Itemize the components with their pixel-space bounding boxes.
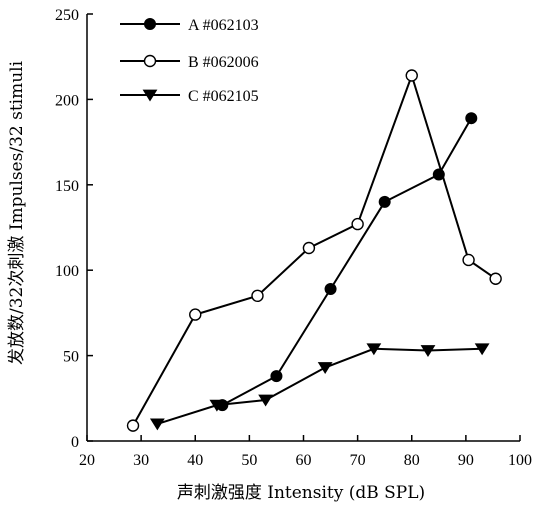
y-tick-label: 50 — [63, 349, 79, 366]
x-tick-label: 50 — [241, 452, 257, 469]
data-point — [251, 289, 264, 303]
x-tick-label: 30 — [133, 452, 149, 469]
legend-marker — [143, 54, 157, 68]
data-point — [351, 217, 364, 231]
x-tick-label: 100 — [508, 452, 532, 469]
x-tick-label: 80 — [404, 452, 420, 469]
data-point — [149, 418, 165, 431]
y-axis-title: 发放数/32次刺激 Impulses/32 stimuli — [7, 60, 27, 365]
data-point — [270, 370, 283, 383]
data-point — [258, 394, 274, 407]
x-tick-label: 60 — [296, 452, 312, 469]
data-point — [317, 362, 333, 375]
x-axis-title: 声刺激强度 Intensity (dB SPL) — [177, 483, 425, 503]
legend-item: B #062006 — [120, 54, 259, 71]
data-point — [189, 308, 202, 321]
legend-item: C #062105 — [120, 88, 259, 105]
ticks: 20 30 40 50 60 70 80 90 100 0 50 100 150 200 250 — [55, 7, 532, 469]
axes — [86, 14, 520, 442]
data-point — [209, 399, 225, 412]
legend-marker — [144, 18, 156, 30]
legend-label: C #062105 — [188, 88, 259, 105]
data-point — [489, 272, 502, 285]
series-line — [157, 347, 483, 425]
legend: A #062103 B #062006 C #062105 — [120, 17, 259, 105]
legend-marker — [142, 89, 158, 102]
legend-item: A #062103 — [120, 17, 259, 34]
data-point — [366, 343, 382, 356]
legend-label: B #062006 — [188, 54, 259, 71]
x-tick-label: 70 — [350, 452, 366, 469]
y-tick-label: 100 — [55, 263, 79, 280]
data-point — [474, 343, 490, 356]
data-point — [462, 253, 475, 267]
x-tick-label: 90 — [458, 452, 474, 469]
series-line — [132, 72, 497, 427]
series-layer — [126, 69, 502, 432]
y-tick-label: 250 — [55, 7, 79, 24]
series-2 — [126, 69, 502, 432]
x-tick-label: 40 — [187, 452, 203, 469]
x-tick-label: 20 — [79, 452, 95, 469]
data-point — [378, 195, 391, 208]
legend-label: A #062103 — [188, 17, 259, 34]
data-point — [465, 112, 478, 125]
series-line — [221, 117, 473, 407]
y-tick-label: 0 — [71, 434, 79, 451]
series-3 — [149, 343, 490, 431]
data-point — [405, 69, 418, 82]
data-point — [126, 419, 140, 432]
data-point — [302, 241, 316, 255]
y-tick-label: 200 — [55, 92, 79, 109]
data-point — [420, 345, 436, 357]
y-tick-label: 150 — [55, 178, 79, 195]
data-point — [324, 282, 337, 295]
